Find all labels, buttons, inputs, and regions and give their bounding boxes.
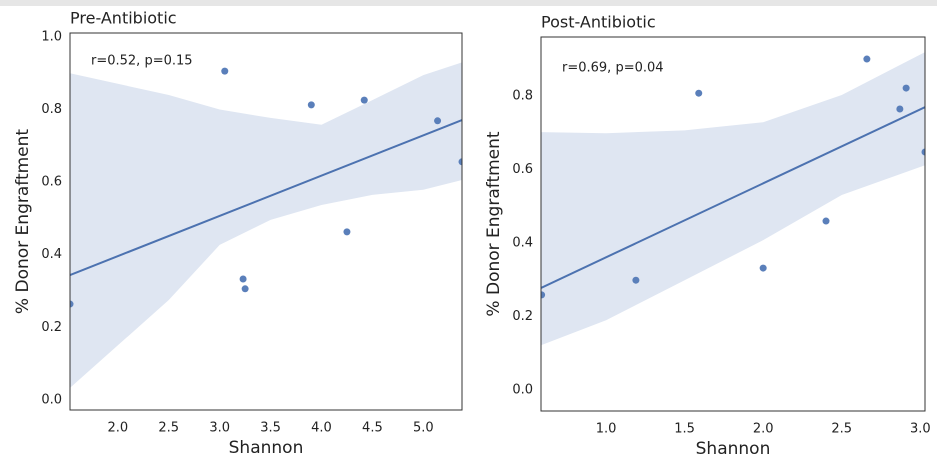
point (307, 101, 315, 109)
y-tick-label: 1.0 (41, 29, 62, 44)
x-tick-label: 2.0 (108, 421, 129, 436)
x-axis-label: Shannon (696, 439, 771, 459)
y-tick-label: 0.0 (41, 392, 62, 407)
y-tick-label: 0.2 (512, 309, 533, 324)
annotation: r=0.69, p=0.04 (562, 61, 664, 76)
x-tick-label: 2.0 (753, 422, 774, 437)
y-axis-label: % Donor Engraftment (484, 131, 504, 316)
regression-line (70, 119, 462, 276)
x-axis-label: Shannon (229, 438, 304, 458)
point (541, 291, 546, 299)
point (896, 105, 904, 113)
point (434, 117, 442, 125)
point (695, 89, 703, 97)
plot-area (541, 52, 925, 346)
y-tick-label: 0.4 (41, 247, 62, 262)
top-strip (0, 0, 937, 6)
x-tick-label: 2.5 (831, 422, 852, 437)
point (863, 55, 871, 63)
x-tick-label: 3.5 (260, 421, 281, 436)
point (759, 264, 767, 272)
x-tick-label: 4.0 (311, 421, 332, 436)
axes-frame (69, 32, 463, 411)
y-tick-label: 0.2 (41, 320, 62, 335)
x-tick-label: 2.5 (158, 421, 179, 436)
chart-title: Post-Antibiotic (541, 13, 656, 32)
x-tick-label: 1.5 (674, 422, 695, 437)
y-tick-label: 0.6 (41, 175, 62, 190)
point (822, 217, 830, 225)
y-tick-label: 0.4 (512, 236, 533, 251)
x-tick-label: 5.0 (413, 421, 434, 436)
point (70, 300, 74, 308)
axes-frame (540, 36, 926, 412)
x-tick-label: 4.5 (362, 421, 383, 436)
chart-title: Pre-Antibiotic (70, 9, 177, 28)
point (241, 285, 249, 293)
y-tick-label: 0.8 (512, 89, 533, 104)
point (632, 276, 640, 284)
y-tick-label: 0.0 (512, 383, 533, 398)
y-tick-label: 0.6 (512, 162, 533, 177)
x-tick-label: 3.0 (209, 421, 230, 436)
annotation: r=0.52, p=0.15 (91, 54, 193, 69)
y-axis-label: % Donor Engraftment (13, 129, 33, 314)
point (902, 84, 910, 92)
point (343, 228, 351, 236)
y-tick-label: 0.8 (41, 102, 62, 117)
point (239, 275, 247, 283)
regression-line (541, 106, 925, 289)
plot-area (70, 62, 462, 388)
point (458, 158, 462, 166)
point (221, 67, 229, 75)
point (360, 96, 368, 104)
confidence-band (70, 62, 462, 388)
x-tick-label: 1.0 (596, 422, 617, 437)
x-tick-label: 3.0 (910, 422, 931, 437)
point (921, 148, 925, 156)
